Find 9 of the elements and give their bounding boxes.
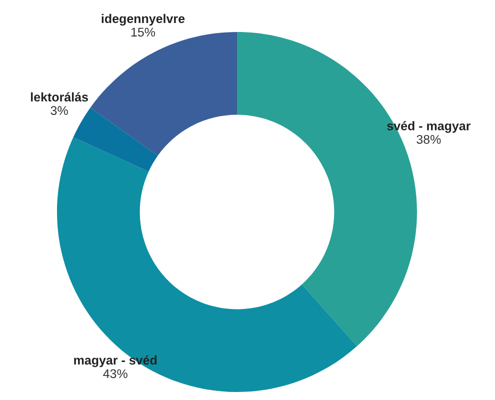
data-label: 43% <box>103 369 128 378</box>
donut-slice <box>237 32 417 346</box>
slice-label: idegennyelvre <box>102 14 185 26</box>
slice-label: lektorálás <box>30 92 88 102</box>
data-label: 38% <box>416 134 441 144</box>
donut-slice <box>73 108 158 172</box>
donut-slice <box>57 137 358 392</box>
data-label: 15% <box>131 28 156 37</box>
data-label: 3% <box>50 106 68 115</box>
